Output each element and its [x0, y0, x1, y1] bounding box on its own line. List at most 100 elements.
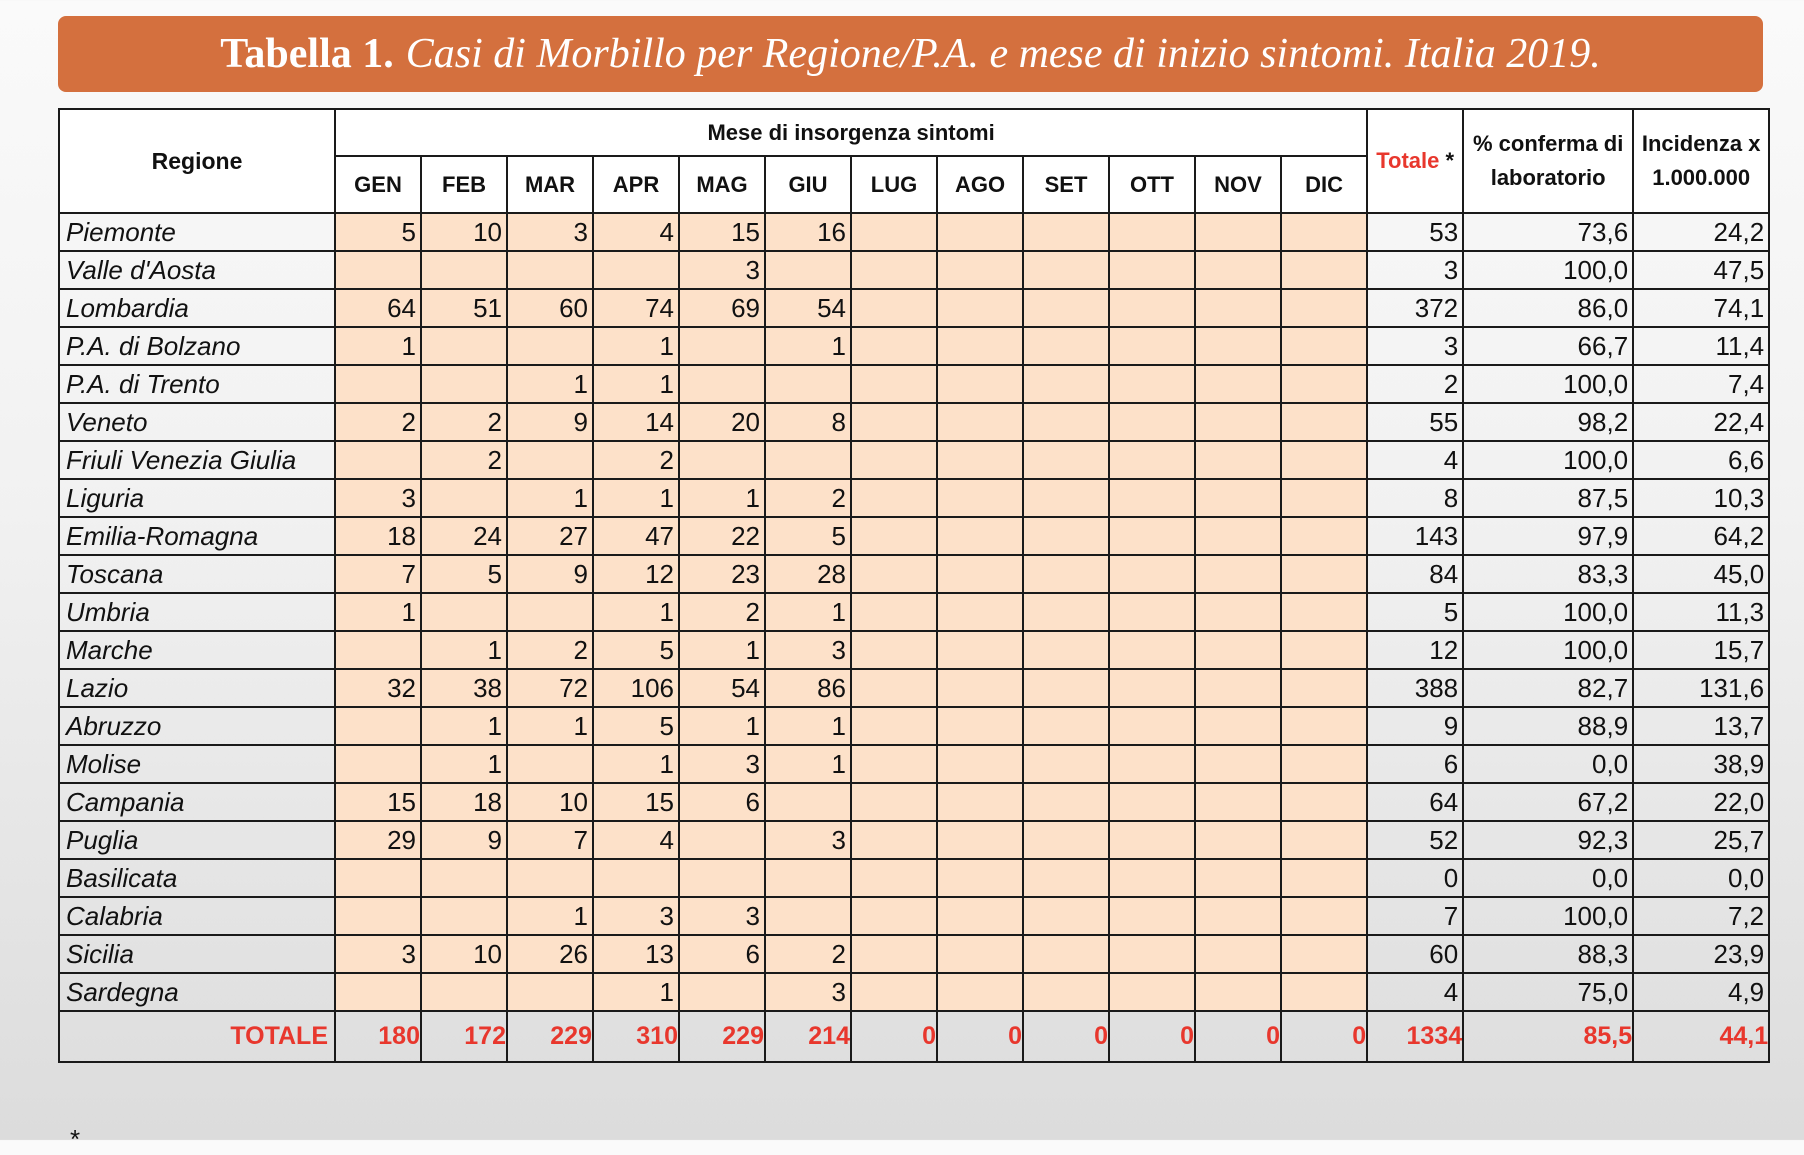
- month-cell-ago: [936, 326, 1024, 366]
- month-cell-lug: [850, 326, 938, 366]
- totale-cell: 6: [1366, 744, 1465, 784]
- header-totale-label: Totale: [1376, 148, 1440, 173]
- month-cell-feb: 38: [420, 668, 508, 708]
- header-inc-line1: Incidenza x: [1641, 131, 1761, 156]
- month-cell-lug: [850, 782, 938, 822]
- table-row: Toscana 7 5 9 12 23 28 84 83,3 45,0: [58, 554, 1771, 594]
- month-cell-feb: 10: [420, 212, 508, 252]
- month-cell-giu: 8: [764, 402, 852, 442]
- month-cell-mar: [506, 326, 594, 366]
- region-name: Umbria: [58, 592, 336, 632]
- month-cell-set: [1022, 896, 1110, 936]
- region-name: Basilicata: [58, 858, 336, 898]
- region-name: Calabria: [58, 896, 336, 936]
- month-cell-mag: 3: [678, 744, 766, 784]
- month-cell-feb: 10: [420, 934, 508, 974]
- month-cell-ott: [1108, 516, 1196, 556]
- pct-cell: 88,9: [1462, 706, 1635, 746]
- region-name: P.A. di Bolzano: [58, 326, 336, 366]
- header-month-gen: GEN: [334, 155, 422, 214]
- header-month-ott: OTT: [1108, 155, 1196, 214]
- month-cell-ago: [936, 668, 1024, 708]
- month-cell-mar: 72: [506, 668, 594, 708]
- month-cell-ago: [936, 630, 1024, 670]
- month-cell-apr: 1: [592, 478, 680, 518]
- month-cell-giu: 2: [764, 478, 852, 518]
- month-cell-mag: [678, 364, 766, 404]
- month-cell-set: [1022, 820, 1110, 860]
- region-name: Friuli Venezia Giulia: [58, 440, 336, 480]
- region-name: Puglia: [58, 820, 336, 860]
- month-cell-lug: [850, 440, 938, 480]
- month-cell-giu: 54: [764, 288, 852, 328]
- measles-cases-table: Regione Mese di insorgenza sintomi Total…: [58, 108, 1771, 1063]
- month-cell-nov: [1194, 668, 1282, 708]
- month-cell-gen: 5: [334, 212, 422, 252]
- totale-cell: 84: [1366, 554, 1465, 594]
- pct-cell: 67,2: [1462, 782, 1635, 822]
- month-cell-nov: [1194, 288, 1282, 328]
- month-cell-apr: [592, 858, 680, 898]
- pct-cell: 0,0: [1462, 744, 1635, 784]
- month-cell-giu: 2: [764, 934, 852, 974]
- month-cell-ago: [936, 592, 1024, 632]
- month-cell-apr: 15: [592, 782, 680, 822]
- totale-cell: 0: [1366, 858, 1465, 898]
- incidence-cell: 24,2: [1632, 212, 1771, 252]
- month-cell-ott: [1108, 212, 1196, 252]
- month-cell-feb: 2: [420, 402, 508, 442]
- header-month-apr: APR: [592, 155, 680, 214]
- month-cell-dic: [1279, 858, 1369, 898]
- total-month-ago: 0: [936, 1010, 1024, 1063]
- month-cell-giu: 1: [764, 744, 852, 784]
- region-name: Abruzzo: [58, 706, 336, 746]
- month-cell-nov: [1194, 250, 1282, 290]
- month-cell-giu: [764, 440, 852, 480]
- month-cell-nov: [1194, 364, 1282, 404]
- region-name: Campania: [58, 782, 336, 822]
- month-cell-giu: 16: [764, 212, 852, 252]
- month-cell-apr: 14: [592, 402, 680, 442]
- incidence-cell: 74,1: [1632, 288, 1771, 328]
- month-cell-dic: [1279, 782, 1369, 822]
- month-cell-gen: [334, 706, 422, 746]
- month-cell-gen: [334, 896, 422, 936]
- pct-cell: 75,0: [1462, 972, 1635, 1012]
- month-cell-set: [1022, 744, 1110, 784]
- month-cell-dic: [1279, 592, 1369, 632]
- totale-cell: 12: [1366, 630, 1465, 670]
- month-cell-lug: [850, 478, 938, 518]
- month-cell-lug: [850, 858, 938, 898]
- month-cell-giu: [764, 364, 852, 404]
- month-cell-mag: 3: [678, 250, 766, 290]
- month-cell-mar: 9: [506, 554, 594, 594]
- incidence-cell: 7,2: [1632, 896, 1771, 936]
- totale-cell: 2: [1366, 364, 1465, 404]
- month-cell-ago: [936, 440, 1024, 480]
- month-cell-ott: [1108, 288, 1196, 328]
- total-totale: 1334: [1366, 1010, 1465, 1063]
- table-row: P.A. di Trento 1 1 2 100,0 7,4: [58, 364, 1771, 404]
- header-month-lug: LUG: [850, 155, 938, 214]
- month-cell-mag: 20: [678, 402, 766, 442]
- month-cell-dic: [1279, 364, 1369, 404]
- header-pct-conferma: % conferma di laboratorio: [1462, 108, 1635, 214]
- month-cell-set: [1022, 934, 1110, 974]
- total-pct: 85,5: [1462, 1010, 1635, 1063]
- month-cell-giu: 1: [764, 592, 852, 632]
- month-cell-mag: 1: [678, 478, 766, 518]
- region-name: Sardegna: [58, 972, 336, 1012]
- month-cell-feb: 24: [420, 516, 508, 556]
- month-cell-mag: 69: [678, 288, 766, 328]
- region-name: Veneto: [58, 402, 336, 442]
- totale-cell: 8: [1366, 478, 1465, 518]
- month-cell-mag: [678, 440, 766, 480]
- incidence-cell: 45,0: [1632, 554, 1771, 594]
- month-cell-dic: [1279, 478, 1369, 518]
- month-cell-nov: [1194, 706, 1282, 746]
- month-cell-set: [1022, 250, 1110, 290]
- month-cell-apr: 74: [592, 288, 680, 328]
- month-cell-mag: 1: [678, 706, 766, 746]
- header-month-dic: DIC: [1279, 155, 1369, 214]
- month-cell-lug: [850, 896, 938, 936]
